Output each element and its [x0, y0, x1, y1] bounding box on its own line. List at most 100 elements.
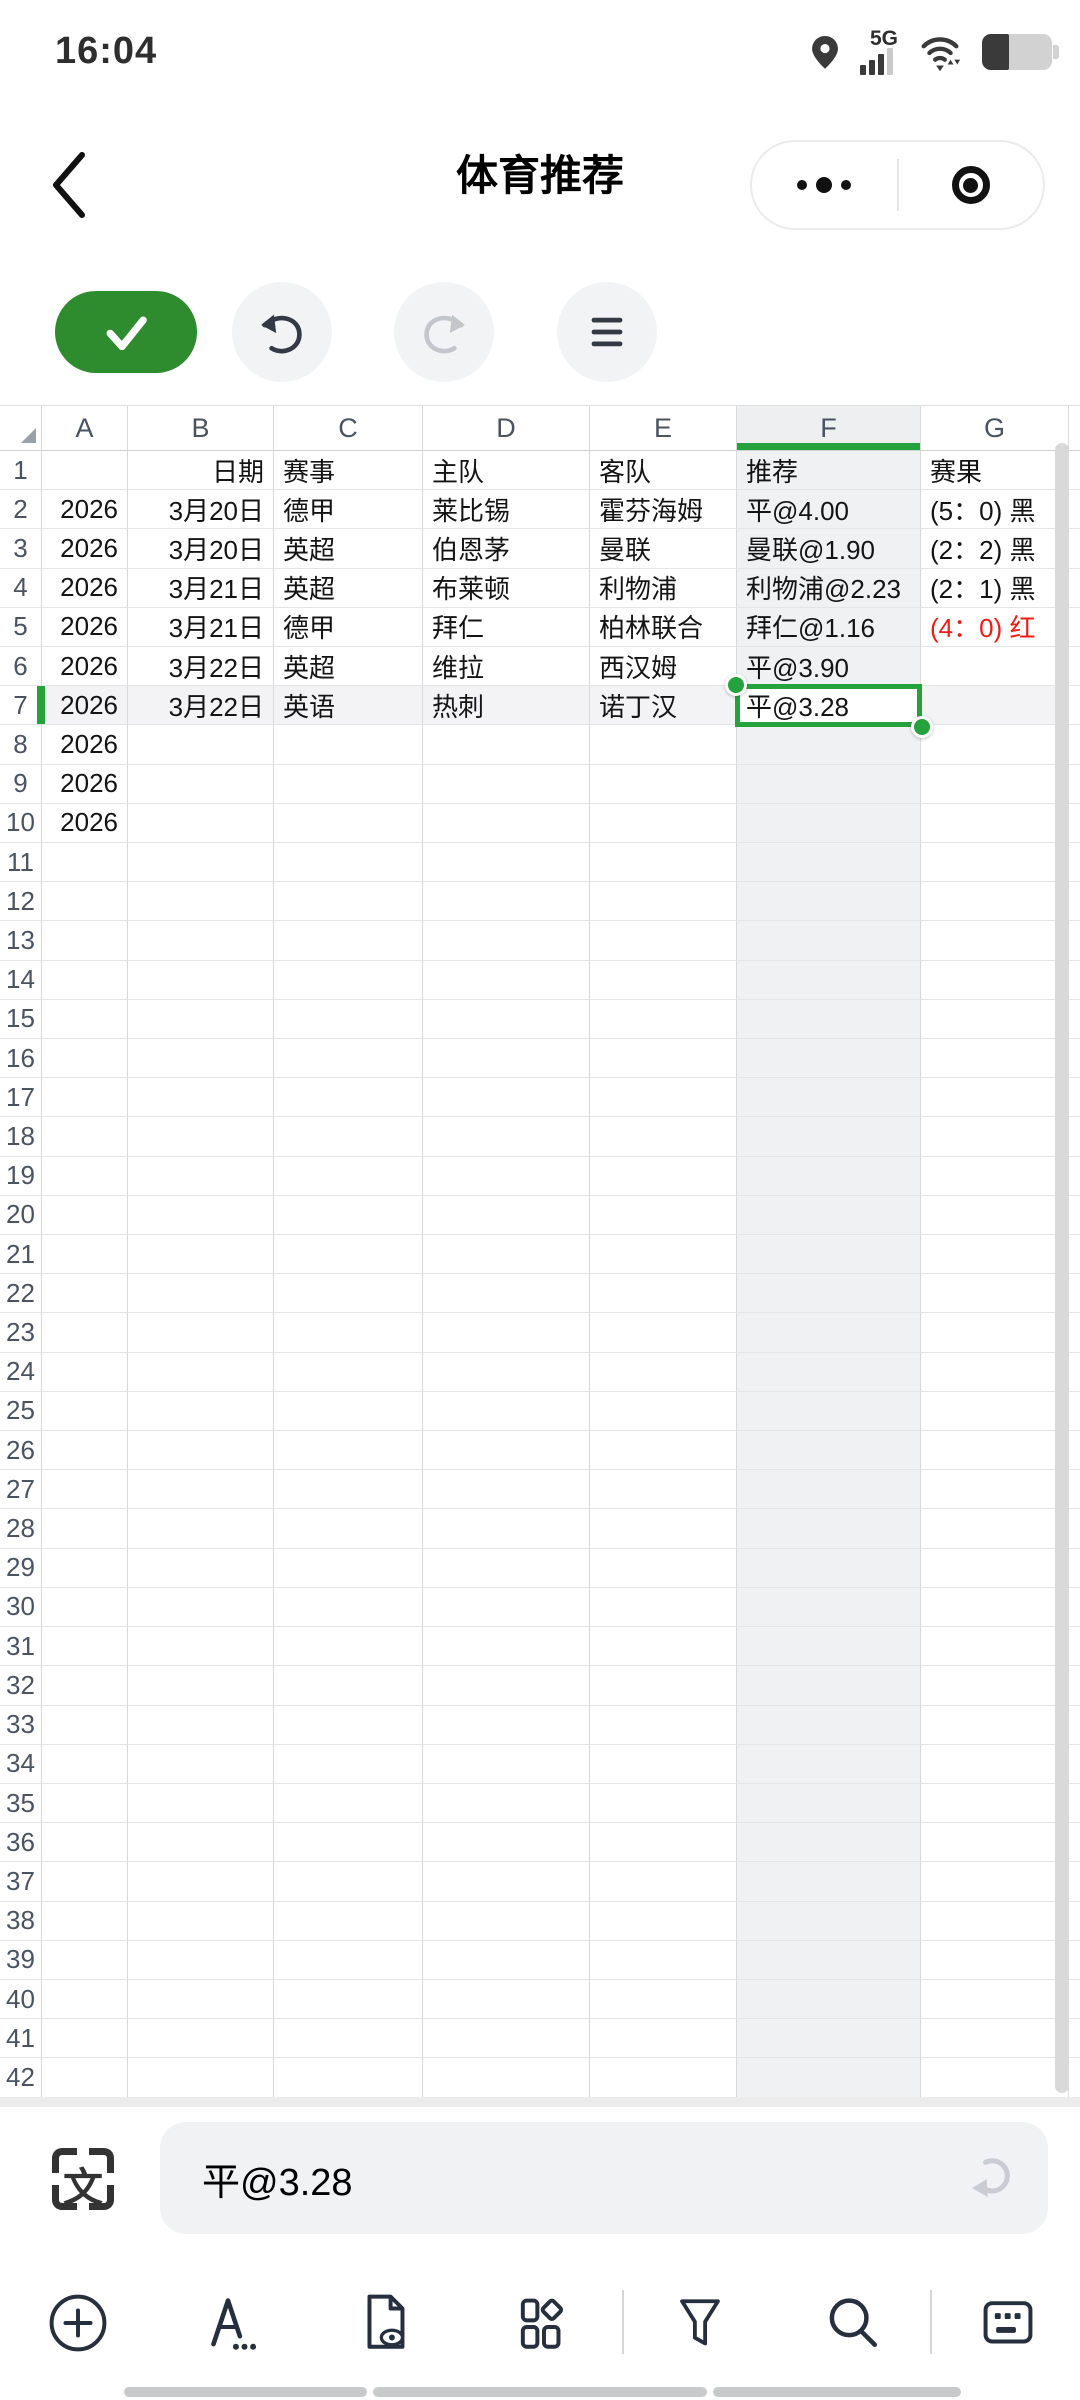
cell-G35[interactable]	[921, 1783, 1069, 1824]
cell-C6[interactable]: 英超	[274, 647, 423, 687]
cell-C31[interactable]	[274, 1627, 423, 1667]
cell-F25[interactable]	[737, 1391, 921, 1432]
cell-A41[interactable]	[42, 2019, 128, 2059]
cell-C39[interactable]	[274, 1940, 423, 1980]
select-all-corner[interactable]	[0, 406, 42, 451]
cell-F42[interactable]	[737, 2058, 921, 2098]
bottom-drag-handle-1[interactable]	[124, 2387, 367, 2397]
cell-A29[interactable]	[42, 1548, 128, 1588]
cell-E16[interactable]	[590, 1039, 737, 1079]
cell-B12[interactable]	[128, 882, 274, 922]
cell-F34[interactable]	[737, 1744, 921, 1784]
cell-C22[interactable]	[274, 1274, 423, 1314]
cell-G17[interactable]	[921, 1078, 1069, 1118]
cell-F2[interactable]: 平@4.00	[737, 490, 921, 530]
cell-A10[interactable]: 2026	[42, 803, 128, 844]
row-34-header[interactable]: 34	[0, 1744, 42, 1784]
cell-D5[interactable]: 拜仁	[423, 607, 590, 648]
cell-D2[interactable]: 莱比锡	[423, 490, 590, 530]
row-7-header[interactable]: 7	[0, 686, 45, 726]
row-10-header[interactable]: 10	[0, 803, 42, 844]
col-B-header[interactable]: B	[128, 406, 274, 451]
cell-G20[interactable]	[921, 1195, 1069, 1236]
cell-C18[interactable]	[274, 1117, 423, 1157]
cell-C26[interactable]	[274, 1431, 423, 1471]
cell-A33[interactable]	[42, 1705, 128, 1745]
cell-D32[interactable]	[423, 1666, 590, 1706]
cell-G39[interactable]	[921, 1940, 1069, 1980]
cell-B19[interactable]	[128, 1156, 274, 1196]
formula-input[interactable]: 平@3.28	[160, 2122, 1048, 2234]
cell-B11[interactable]	[128, 843, 274, 883]
cell-F35[interactable]	[737, 1783, 921, 1824]
cell-C11[interactable]	[274, 843, 423, 883]
cell-F20[interactable]	[737, 1195, 921, 1236]
cell-D35[interactable]	[423, 1783, 590, 1824]
cell-F7[interactable]: 平@3.28	[737, 686, 921, 726]
cell-D19[interactable]	[423, 1156, 590, 1196]
cell-D6[interactable]: 维拉	[423, 647, 590, 687]
col-E-header[interactable]: E	[590, 406, 737, 451]
row-37-header[interactable]: 37	[0, 1862, 42, 1902]
cell-D9[interactable]	[423, 764, 590, 804]
cell-G30[interactable]	[921, 1587, 1069, 1628]
cell-C14[interactable]	[274, 960, 423, 1000]
cell-E33[interactable]	[590, 1705, 737, 1745]
cell-A35[interactable]	[42, 1783, 128, 1824]
cell-E28[interactable]	[590, 1509, 737, 1549]
cell-G4[interactable]: (2：1) 黑	[921, 568, 1069, 608]
cell-C7[interactable]: 英语	[274, 686, 423, 726]
row-36-header[interactable]: 36	[0, 1823, 42, 1863]
cell-G12[interactable]	[921, 882, 1069, 922]
cell-A27[interactable]	[42, 1470, 128, 1510]
cell-D42[interactable]	[423, 2058, 590, 2098]
cell-D37[interactable]	[423, 1862, 590, 1902]
cell-E18[interactable]	[590, 1117, 737, 1157]
cell-G40[interactable]	[921, 1979, 1069, 2020]
row-42-header[interactable]: 42	[0, 2058, 42, 2098]
cell-E5[interactable]: 柏林联合	[590, 607, 737, 648]
row-1-header[interactable]: 1	[0, 451, 42, 491]
cell-B38[interactable]	[128, 1901, 274, 1941]
cell-F11[interactable]	[737, 843, 921, 883]
cell-G21[interactable]	[921, 1235, 1069, 1275]
cell-B22[interactable]	[128, 1274, 274, 1314]
cell-E38[interactable]	[590, 1901, 737, 1941]
cell-G32[interactable]	[921, 1666, 1069, 1706]
cell-F33[interactable]	[737, 1705, 921, 1745]
cell-F17[interactable]	[737, 1078, 921, 1118]
row-41-header[interactable]: 41	[0, 2019, 42, 2059]
cell-B10[interactable]	[128, 803, 274, 844]
more-button[interactable]	[752, 142, 897, 228]
cell-B2[interactable]: 3月20日	[128, 490, 274, 530]
cell-A23[interactable]	[42, 1313, 128, 1353]
row-38-header[interactable]: 38	[0, 1901, 42, 1941]
cell-F13[interactable]	[737, 921, 921, 961]
cell-C29[interactable]	[274, 1548, 423, 1588]
cell-C28[interactable]	[274, 1509, 423, 1549]
row-26-header[interactable]: 26	[0, 1431, 42, 1471]
cell-E7[interactable]: 诺丁汉	[590, 686, 737, 726]
cell-E37[interactable]	[590, 1862, 737, 1902]
cell-B35[interactable]	[128, 1783, 274, 1824]
cell-G15[interactable]	[921, 999, 1069, 1040]
cell-E24[interactable]	[590, 1352, 737, 1392]
cell-F6[interactable]: 平@3.90	[737, 647, 921, 687]
search-button[interactable]	[807, 2275, 899, 2370]
cell-E41[interactable]	[590, 2019, 737, 2059]
cell-G8[interactable]	[921, 725, 1069, 765]
cell-F24[interactable]	[737, 1352, 921, 1392]
cell-A1[interactable]	[42, 451, 128, 491]
cell-G7[interactable]	[921, 686, 1069, 726]
cell-F23[interactable]	[737, 1313, 921, 1353]
cell-F10[interactable]	[737, 803, 921, 844]
cell-A26[interactable]	[42, 1431, 128, 1471]
cell-D12[interactable]	[423, 882, 590, 922]
row-2-header[interactable]: 2	[0, 490, 42, 530]
cell-D25[interactable]	[423, 1391, 590, 1432]
cell-E21[interactable]	[590, 1235, 737, 1275]
row-18-header[interactable]: 18	[0, 1117, 42, 1157]
cell-C3[interactable]: 英超	[274, 529, 423, 569]
cell-G38[interactable]	[921, 1901, 1069, 1941]
cell-D11[interactable]	[423, 843, 590, 883]
